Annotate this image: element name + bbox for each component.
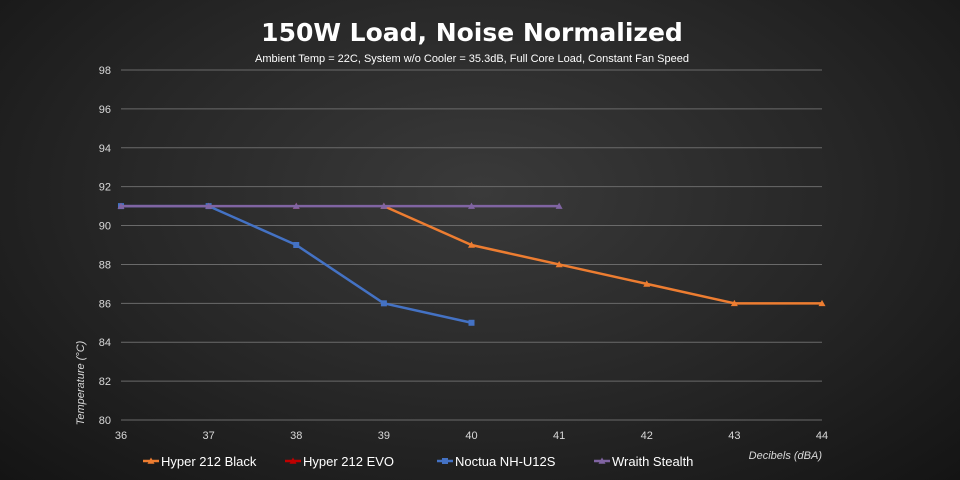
y-tick-label: 84 [99,337,111,349]
data-point [730,299,738,307]
x-axis-label: Decibels (dBA) [749,450,823,462]
y-tick-label: 80 [99,415,111,427]
x-tick-label: 43 [728,430,740,442]
x-tick-label: 41 [553,430,565,442]
x-tick-label: 42 [641,430,653,442]
chart-title: 150W Load, Noise Normalized [261,18,683,47]
x-tick-label: 37 [203,430,215,442]
y-tick-label: 96 [99,104,111,116]
y-tick-label: 88 [99,259,111,271]
legend-item: Wraith Stealth [594,454,693,469]
legend-marker [442,458,448,464]
legend-marker [289,457,297,464]
legend-label: Noctua NH-U12S [455,454,556,469]
y-axis-label: Temperature (°C) [75,340,87,425]
series-group [117,202,826,326]
legend-label: Hyper 212 Black [161,454,257,469]
data-point [117,202,125,209]
legend-item: Hyper 212 EVO [285,454,394,469]
legend-marker [598,457,606,464]
x-tick-label: 38 [290,430,302,442]
data-point [555,260,563,268]
legend-label: Hyper 212 EVO [303,454,394,469]
x-tick-label: 40 [465,430,477,442]
y-tick-label: 94 [99,143,111,155]
data-point [293,242,300,248]
legend-marker [147,457,155,464]
chart-subtitle: Ambient Temp = 22C, System w/o Cooler = … [255,53,689,65]
y-tick-label: 98 [99,65,111,77]
series-line [383,204,822,305]
legend-item: Noctua NH-U12S [437,454,556,469]
y-tick-label: 90 [99,221,111,233]
series-3 [117,202,563,209]
x-axis-ticks: 36 37 38 39 40 41 42 43 44 [115,430,828,442]
y-axis-ticks: 80 82 84 86 88 90 92 94 96 98 [99,65,111,427]
y-tick-label: 82 [99,376,111,388]
legend: Hyper 212 Black Hyper 212 EVO Noctua NH-U1… [143,454,693,469]
y-tick-label: 86 [99,298,111,310]
x-tick-label: 39 [378,430,390,442]
data-point [468,319,475,326]
x-tick-label: 36 [115,430,127,442]
data-point [380,202,388,209]
data-point [205,202,213,209]
series-0 [380,202,826,307]
gridlines [121,69,822,421]
data-point [818,299,826,307]
data-point [468,202,475,209]
x-tick-label: 44 [816,430,828,442]
legend-item: Hyper 212 Black [143,454,257,469]
data-point [292,202,300,209]
data-point [643,280,651,287]
data-point [380,300,387,307]
y-tick-label: 92 [99,182,111,194]
data-point [555,202,563,209]
data-point [468,241,475,248]
legend-label: Wraith Stealth [612,454,693,469]
